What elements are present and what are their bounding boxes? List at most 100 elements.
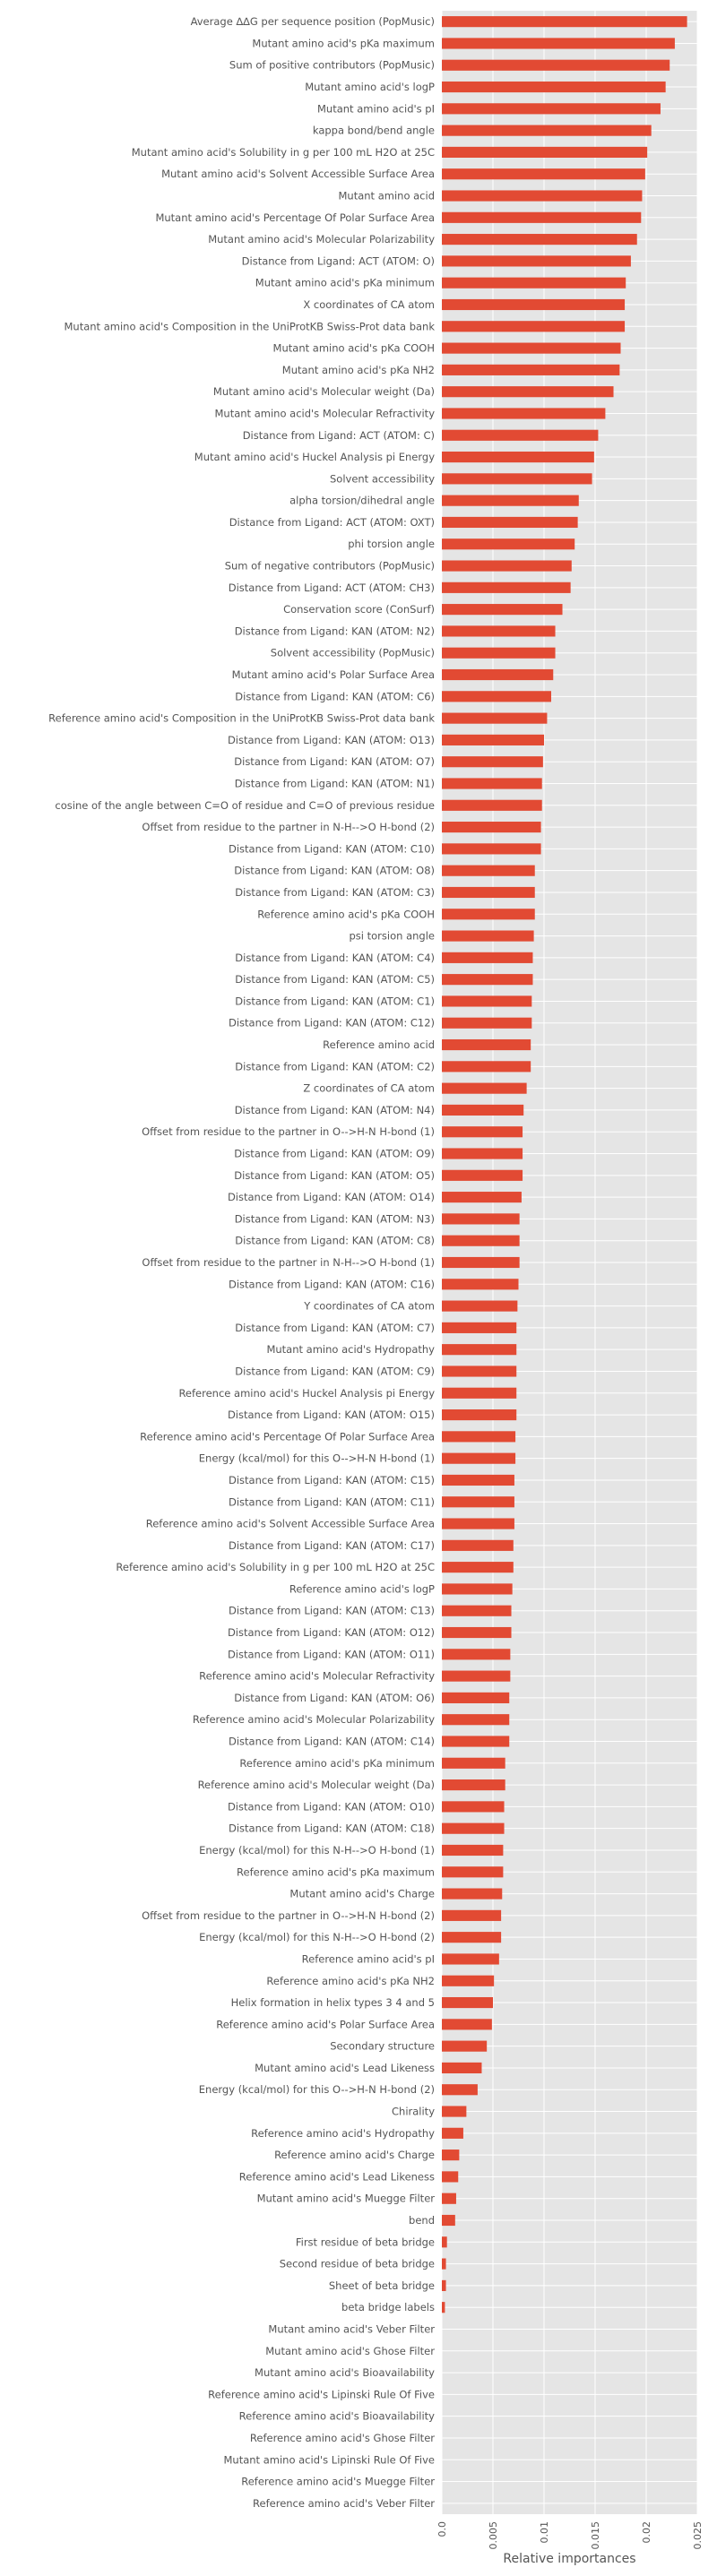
bar [442,1539,514,1551]
category-label: Distance from Ligand: ACT (ATOM: OXT) [229,516,435,529]
bar [442,1279,519,1290]
bar [442,190,643,202]
bar [442,1605,512,1616]
bar [442,1126,523,1138]
category-label: beta bridge labels [341,2301,435,2313]
category-label: Mutant amino acid [338,190,435,202]
category-label: Mutant amino acid's Hydropathy [266,1343,435,1356]
category-label: Sheet of beta bridge [329,2279,435,2292]
bar [442,2193,456,2204]
bar [442,451,594,463]
bar [442,1148,523,1159]
bar [442,495,579,506]
bar [442,146,648,158]
category-label: Reference amino acid's Veber Filter [253,2497,435,2510]
bar [442,1017,532,1029]
bar [442,1822,505,1834]
category-label: Reference amino acid's Charge [274,2149,435,2161]
category-label: phi torsion angle [348,538,435,550]
bar [442,1452,516,1464]
category-label: Distance from Ligand: KAN (ATOM: O7) [234,755,435,768]
category-label: Reference amino acid's logP [289,1582,435,1595]
bar [442,1757,505,1769]
category-label: Mutant amino acid's pI [317,102,435,115]
category-label: Solvent accessibility (PopMusic) [271,647,435,659]
category-label: Reference amino acid's Molecular Refract… [199,1670,435,1683]
category-label: Distance from Ligand: ACT (ATOM: C) [243,429,435,442]
category-label: Distance from Ligand: KAN (ATOM: N1) [235,777,435,789]
bar [442,2214,455,2227]
category-label: Distance from Ligand: KAN (ATOM: C12) [229,1017,435,1030]
bar [442,1714,510,1726]
category-label: Distance from Ligand: KAN (ATOM: O12) [228,1626,435,1639]
category-label: Reference amino acid's Hydropathy [251,2127,435,2140]
bar [442,1692,510,1703]
bar [442,1213,520,1225]
category-label: Reference amino acid's pKa NH2 [266,1975,435,1987]
bar [442,59,670,71]
bar [442,886,535,899]
category-label: Mutant amino acid's Lead Likeness [255,2062,435,2074]
category-label: Reference amino acid's Molecular Polariz… [193,1713,435,1726]
bar [442,408,606,419]
bar [442,1888,503,1900]
bar [442,2040,488,2052]
category-label: Mutant amino acid's Composition in the U… [65,320,436,332]
category-label: Distance from Ligand: KAN (ATOM: O6) [234,1692,435,1704]
category-label: Mutant amino acid's Bioavailability [255,2366,435,2379]
category-label: Y coordinates of CA atom [303,1300,435,1313]
category-label: Reference amino acid's pKa maximum [237,1865,435,1878]
bar [442,668,554,681]
category-label: Energy (kcal/mol) for this N-H-->O H-bon… [199,1931,435,1943]
category-label: Mutant amino acid's Lipinski Rule Of Fiv… [223,2453,435,2466]
category-label: Reference amino acid's Molecular weight … [198,1779,435,1791]
category-label: X coordinates of CA atom [303,298,435,311]
category-label: kappa bond/bend angle [313,125,435,137]
bar [442,1474,514,1486]
bar [442,125,652,136]
bar [442,625,556,637]
bar [442,1779,505,1791]
bar [442,1518,514,1529]
bar [442,2302,445,2313]
bar [442,1583,513,1595]
category-label: Distance from Ligand: KAN (ATOM: C11) [229,1495,435,1508]
bar [442,1562,514,1573]
bar [442,865,535,876]
category-label: Reference amino acid's Polar Surface Are… [216,2018,435,2030]
x-tick-label: 0.02 [641,2521,652,2544]
bar [442,538,575,550]
category-label: Reference amino acid's Solvent Accessibl… [146,1518,435,1530]
category-label: Distance from Ligand: KAN (ATOM: C6) [235,690,435,702]
bar [442,1670,511,1682]
bar [442,2236,447,2248]
category-label: Distance from Ligand: KAN (ATOM: C18) [229,1822,435,1835]
bar [442,38,675,49]
category-label: Reference amino acid's pI [302,1952,435,1965]
category-label: Distance from Ligand: ACT (ATOM: CH3) [229,582,435,594]
bar [442,1996,493,2009]
category-label: Mutant amino acid's Muegge Filter [257,2193,436,2205]
category-label: Distance from Ligand: KAN (ATOM: O13) [228,734,435,746]
bar [442,321,626,332]
category-label: Mutant amino acid's Charge [289,1888,435,1900]
bar [442,2150,460,2161]
bar [442,234,637,246]
bar [442,2279,446,2291]
category-label: Reference amino acid's Ghose Filter [250,2432,435,2444]
category-label: Offset from residue to the partner in N-… [142,1256,435,1269]
category-label: Offset from residue to the partner in O-… [142,1909,435,1922]
category-label: Offset from residue to the partner in N-… [142,821,435,833]
category-label: Distance from Ligand: KAN (ATOM: C4) [235,952,435,964]
category-label: First residue of beta bridge [296,2236,435,2248]
bar [442,1866,504,1878]
category-label: Distance from Ligand: KAN (ATOM: C13) [229,1605,435,1617]
category-label: Mutant amino acid's pKa NH2 [282,364,435,376]
category-label: Mutant amino acid's Ghose Filter [265,2345,435,2357]
category-label: Energy (kcal/mol) for this O-->H-N H-bon… [199,1452,435,1465]
category-label: Average ∆∆G per sequence position (PopMu… [191,15,435,28]
bar [442,952,533,963]
bar [442,2171,459,2183]
bar [442,560,572,572]
category-label: Mutant amino acid's Molecular Polarizabi… [208,233,435,246]
